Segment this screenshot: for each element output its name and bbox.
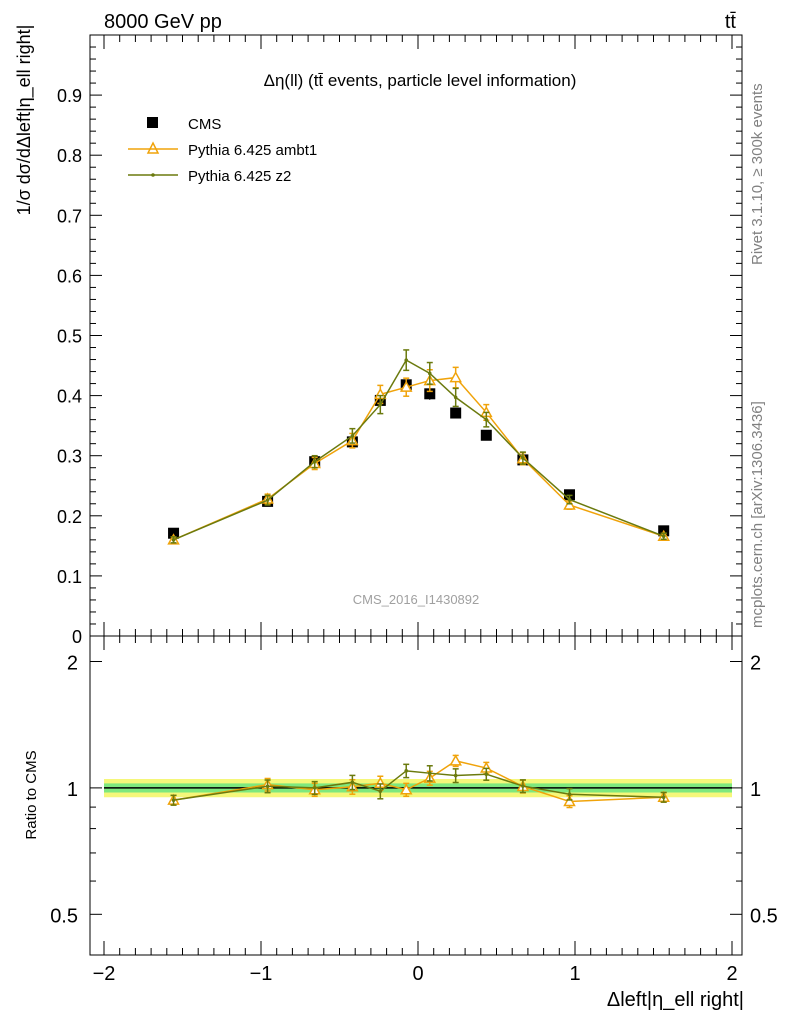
ratio-y-tick-label: 0.5: [50, 905, 78, 927]
ambt1-point: [399, 380, 413, 392]
ratio-z2-point: [661, 795, 666, 800]
z2-point: [312, 459, 317, 464]
ratio-z2-point: [427, 771, 432, 775]
ratio-y-tick-label-right: 1: [750, 779, 761, 801]
rivet-version-label: Rivet 3.1.10, ≥ 300k events: [749, 83, 766, 265]
z2-point: [661, 534, 666, 539]
z2-point: [404, 358, 409, 362]
ratio-z2-point: [453, 773, 458, 778]
main-y-tick-label: 0.8: [57, 146, 82, 166]
ratio-y-tick-label: 2: [67, 652, 78, 674]
cms-point: [480, 429, 492, 441]
ratio-panel-frame: [89, 635, 743, 956]
main-y-tick-label: 0.6: [57, 266, 82, 286]
legend-z2-label: Pythia 6.425 z2: [188, 168, 291, 185]
z2-point: [521, 456, 525, 460]
header-beam-label: 8000 GeV pp: [104, 11, 222, 33]
analysis-id: CMS_2016_I1430892: [353, 592, 480, 607]
x-axis-label: Δleft|η_ell right|: [607, 989, 744, 1011]
main-y-tick-label: 0.1: [57, 567, 82, 587]
main-y-tick-label: 0.2: [57, 507, 82, 527]
cms-point: [168, 527, 180, 539]
x-tick-label: −1: [250, 963, 273, 985]
ratio-z2-point: [171, 798, 176, 802]
ratio-z2-point: [521, 784, 525, 788]
main-y-tick-label: 0: [72, 627, 82, 647]
ratio-z2-point: [378, 789, 383, 794]
mcplots-site-label: mcplots.cern.ch [arXiv:1306.3436]: [749, 401, 766, 628]
x-tick-label: 0: [412, 963, 423, 985]
plot-title: Δη(ll) (tt̄ events, particle level infor…: [264, 71, 577, 90]
ratio-uncertainty-bands: [104, 778, 732, 798]
ambt1-line: [173, 376, 664, 541]
ratio-ambt1-point: [399, 783, 413, 795]
legend-ambt1-marker: [146, 141, 160, 154]
z2-point: [171, 538, 176, 542]
axes-layer: 0 0.1 0.2 0.3 0.4 0.5 0.6 0.7 0.8 0.9 −2 −1 0 1 2 0.5 0.…: [50, 34, 778, 985]
z2-point: [350, 434, 355, 438]
z2-point: [453, 395, 458, 400]
ratio-z2-point: [567, 792, 572, 797]
z2-point: [265, 498, 270, 502]
z2-point: [378, 402, 383, 407]
main-y-tick-label: 0.3: [57, 447, 82, 467]
x-tick-label: −2: [93, 963, 116, 985]
ratio-z2-point: [404, 769, 409, 773]
ratio-ambt1-line: [173, 760, 664, 803]
main-y-tick-label: 0.4: [57, 387, 82, 407]
main-y-axis-label: 1/σ dσ/dΔleft|η_ell right|: [14, 25, 35, 216]
main-y-tick-label: 0.5: [57, 327, 82, 347]
ratio-ambt1-point: [563, 794, 576, 807]
ratio-z2-line: [173, 770, 664, 801]
legend-ambt1-label: Pythia 6.425 ambt1: [188, 142, 317, 159]
main-y-tick-label: 0.9: [57, 86, 82, 106]
ratio-z2-point: [484, 772, 489, 776]
ratio-y-tick-label-right: 2: [750, 652, 761, 674]
cms-point: [450, 407, 462, 419]
ratio-z2-point: [265, 784, 270, 789]
legend-z2-marker: [151, 173, 155, 177]
ratio-y-tick-label: 1: [67, 779, 78, 801]
x-tick-label: 1: [569, 963, 580, 985]
ratio-y-tick-label-right: 0.5: [750, 905, 778, 927]
ratio-z2-point: [350, 780, 355, 785]
ratio-z2-point: [312, 786, 317, 790]
legend: CMS Pythia 6.425 ambt1 Pythia 6.425 z2: [128, 116, 317, 185]
z2-point: [484, 417, 489, 422]
z2-line: [173, 359, 664, 541]
legend-cms-marker: [147, 117, 158, 128]
header-process-label: tt̄: [725, 11, 737, 33]
main-y-tick-label: 0.7: [57, 206, 82, 226]
ratio-y-axis-label: Ratio to CMS: [23, 750, 40, 839]
cms-point: [424, 388, 436, 400]
ambt1-point: [449, 371, 462, 383]
ratio-ambt1-point: [449, 754, 462, 766]
legend-cms-label: CMS: [188, 116, 221, 133]
marks-layer: [167, 349, 670, 809]
x-tick-label: 2: [726, 963, 737, 985]
z2-point: [567, 497, 572, 502]
z2-point: [427, 371, 432, 376]
